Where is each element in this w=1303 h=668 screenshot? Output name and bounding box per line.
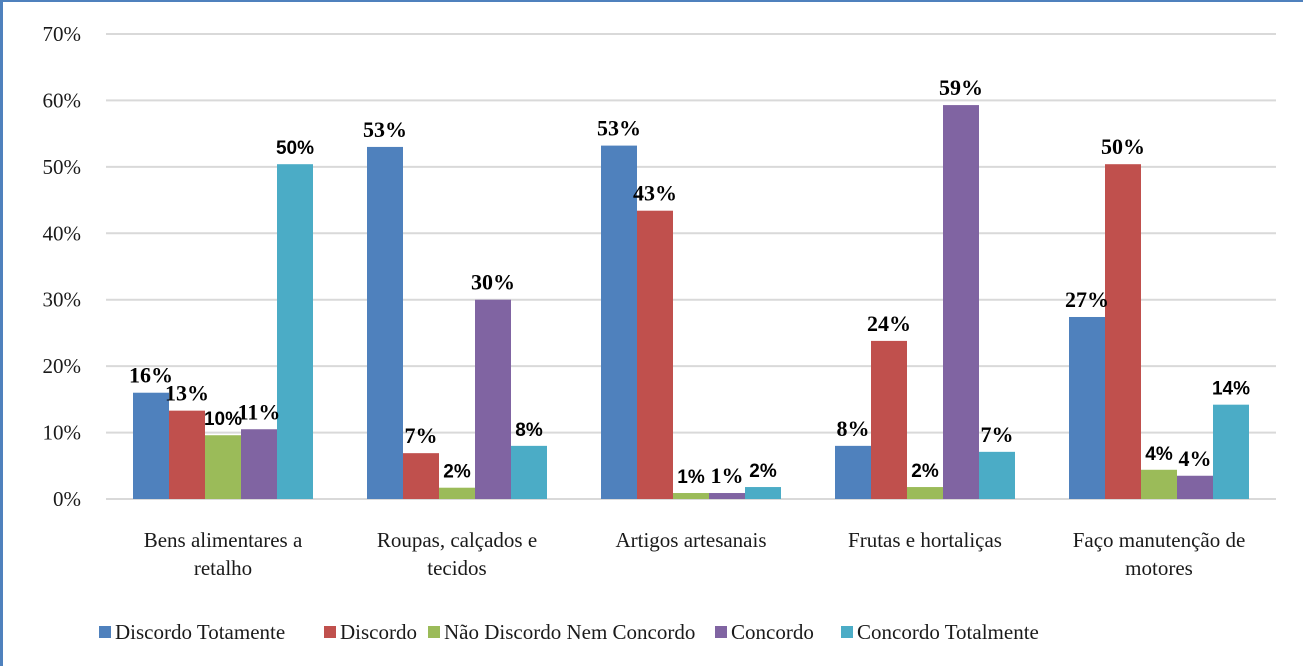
data-label: 7%: [981, 422, 1014, 447]
legend-swatch: [428, 626, 440, 638]
bar: [133, 392, 169, 499]
y-axis-ticks: 0% 10% 20% 30% 40% 50% 60% 70%: [43, 22, 82, 511]
y-tick-label: 60%: [43, 88, 82, 112]
bar: [835, 445, 871, 499]
legend-item: Discordo: [324, 620, 417, 644]
bar: [1105, 164, 1141, 499]
y-tick-label: 50%: [43, 155, 82, 179]
legend-swatch: [99, 626, 111, 638]
legend-label: Concordo Totalmente: [857, 620, 1039, 644]
bar: [673, 493, 709, 499]
bar: [1213, 404, 1249, 499]
data-label: 50%: [276, 138, 314, 159]
data-label: 30%: [471, 270, 515, 295]
x-category-label: Faço manutenção de: [1073, 528, 1246, 552]
data-label: 14%: [1212, 379, 1250, 400]
x-category-label: Artigos artesanais: [615, 528, 766, 552]
bar: [871, 340, 907, 499]
data-label: 1%: [677, 467, 705, 488]
bar: [367, 146, 403, 499]
bar: [1141, 469, 1177, 499]
bar: [943, 105, 979, 499]
x-category-label: Frutas e hortaliças: [848, 528, 1002, 552]
data-label: 8%: [515, 420, 543, 441]
y-tick-label: 20%: [43, 354, 82, 378]
bar: [241, 429, 277, 499]
bar: [205, 435, 241, 499]
y-tick-label: 30%: [43, 288, 82, 312]
legend-item: Não Discordo Nem Concordo: [428, 620, 695, 644]
bar: [403, 453, 439, 499]
x-category-label: motores: [1125, 556, 1193, 580]
bar: [475, 299, 511, 499]
data-label: 7%: [405, 423, 438, 448]
x-category-label: retalho: [194, 556, 252, 580]
legend-item: Discordo Totamente: [99, 620, 285, 644]
bar-chart: 0% 10% 20% 30% 40% 50% 60% 70% 16% 53% 53% 8% 27% 13…: [43, 22, 1276, 644]
bar: [511, 445, 547, 499]
bar: [637, 210, 673, 499]
bar: [1069, 316, 1105, 499]
bar: [709, 493, 745, 499]
bar: [745, 487, 781, 499]
data-label: 4%: [1179, 446, 1212, 471]
bar: [1177, 475, 1213, 499]
data-label: 24%: [867, 311, 911, 336]
legend-swatch: [841, 626, 853, 638]
legend-item: Concordo: [715, 620, 814, 644]
data-labels: 16%53% 53%8%27%13%7%43%24%50%10%2% 1% 2%4%1…: [129, 75, 1250, 488]
data-label: 2%: [749, 461, 777, 482]
bars: [133, 105, 1249, 499]
y-tick-label: 40%: [43, 221, 82, 245]
x-category-label: Bens alimentares a: [144, 528, 303, 552]
data-label: 1%: [711, 463, 744, 488]
legend: Discordo Totamente Discordo Não Discordo N…: [99, 620, 1039, 644]
x-category-label: tecidos: [427, 556, 486, 580]
data-label: 2%: [443, 462, 471, 483]
y-tick-label: 0%: [53, 487, 81, 511]
bar: [907, 487, 943, 499]
y-tick-label: 10%: [43, 421, 82, 445]
y-tick-label: 70%: [43, 22, 82, 46]
data-label: 53%: [363, 117, 407, 142]
data-label: 53%: [597, 116, 641, 141]
data-label: 13%: [165, 381, 209, 406]
data-label: 10%: [204, 409, 242, 430]
data-label: 59%: [939, 75, 983, 100]
bar: [169, 410, 205, 499]
legend-swatch: [324, 626, 336, 638]
data-label: 8%: [837, 416, 870, 441]
data-label: 4%: [1145, 444, 1173, 465]
bar: [979, 451, 1015, 499]
legend-label: Concordo: [731, 620, 814, 644]
data-label: 27%: [1065, 287, 1109, 312]
legend-swatch: [715, 626, 727, 638]
bar: [601, 145, 637, 499]
bar: [277, 164, 313, 499]
x-axis-categories: Bens alimentares a retalho Roupas, calçado…: [144, 528, 1246, 580]
legend-label: Discordo: [340, 620, 417, 644]
bar: [439, 487, 475, 499]
data-label: 11%: [238, 399, 281, 424]
data-label: 43%: [633, 181, 677, 206]
legend-label: Não Discordo Nem Concordo: [444, 620, 695, 644]
data-label: 16%: [129, 363, 173, 388]
x-category-label: Roupas, calçados e: [377, 528, 537, 552]
legend-item: Concordo Totalmente: [841, 620, 1039, 644]
data-label: 2%: [911, 461, 939, 482]
data-label: 50%: [1101, 134, 1145, 159]
legend-label: Discordo Totamente: [115, 620, 285, 644]
